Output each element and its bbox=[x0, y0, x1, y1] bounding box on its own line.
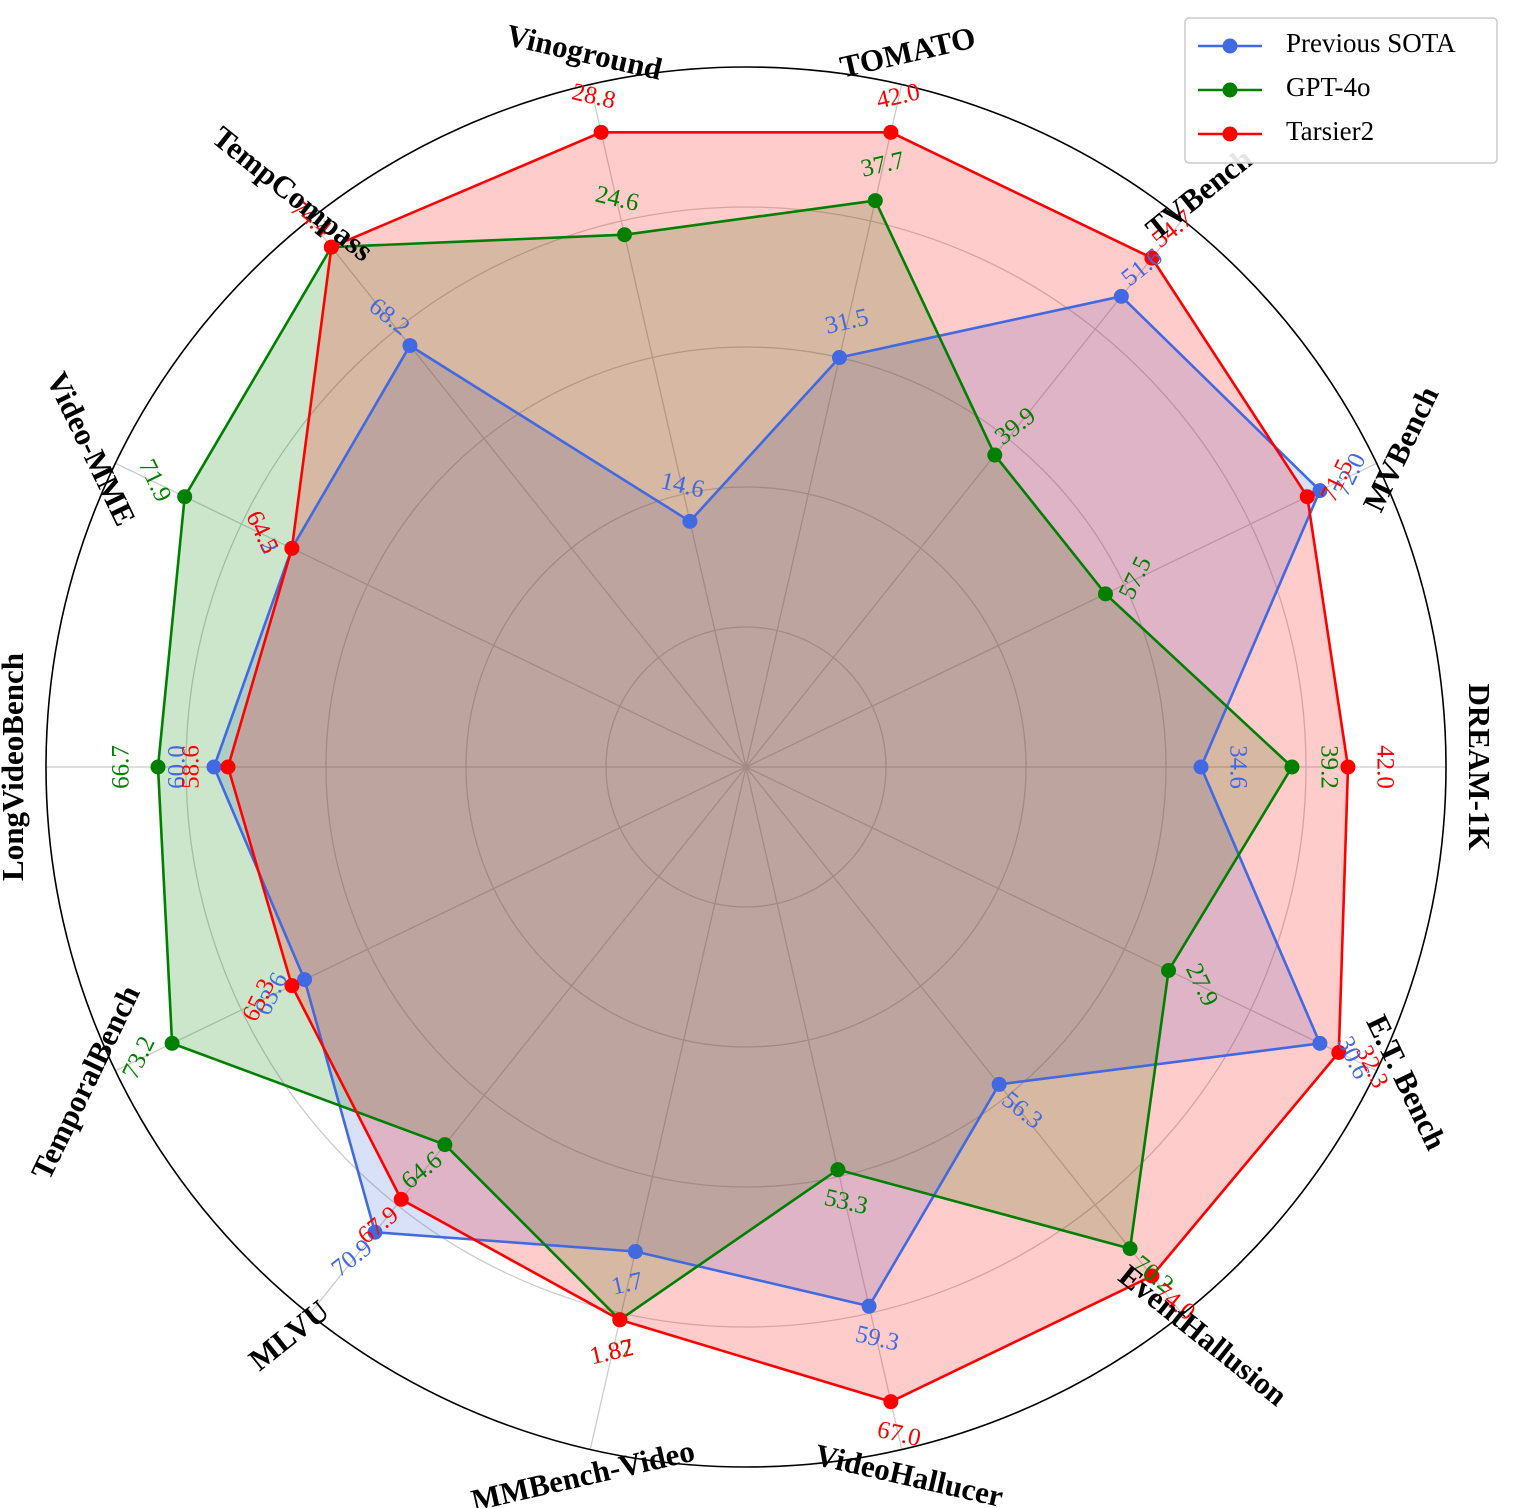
legend-label-tarsier2: Tarsier2 bbox=[1286, 116, 1374, 146]
data-point-tarsier2-temporalbench bbox=[284, 978, 300, 994]
grid-spoke-tempcompass bbox=[309, 219, 747, 768]
axis-label-mlvu: MLVU bbox=[242, 1293, 336, 1378]
value-label-previous-sota-dream-1k: 34.6 bbox=[1224, 745, 1251, 789]
data-point-previous-sota-e-t-bench bbox=[1312, 1035, 1328, 1051]
axis-label-mmbench-video: MMBench-Video bbox=[468, 1433, 698, 1508]
legend-box bbox=[1184, 17, 1498, 164]
data-point-previous-sota-mlvu bbox=[367, 1224, 383, 1240]
value-label-tarsier2-mmbench-video: 1.82 bbox=[587, 1334, 636, 1370]
series-fills bbox=[158, 132, 1348, 1402]
data-point-tarsier2-tomato bbox=[883, 124, 899, 140]
grid-spoke-eventhallusion bbox=[745, 766, 1183, 1315]
data-point-gpt-4o-dream-1k bbox=[1284, 759, 1300, 775]
grid-spoke-e-t-bench bbox=[745, 766, 1377, 1072]
value-label-gpt-4o-dream-1k: 39.2 bbox=[1315, 745, 1342, 789]
data-point-gpt-4o-mvbench bbox=[1097, 586, 1113, 602]
data-point-tarsier2-vinoground bbox=[593, 124, 609, 140]
data-point-previous-sota-tempcompass bbox=[402, 338, 418, 354]
data-point-previous-sota-mmbench-video bbox=[627, 1244, 643, 1260]
value-label-tarsier2-longvideobench: 58.6 bbox=[178, 745, 205, 789]
series-fill-previous-sota bbox=[214, 296, 1320, 1307]
value-label-tarsier2-tomato: 42.0 bbox=[874, 78, 923, 114]
axis-label-tempcompass: TempCompass bbox=[206, 119, 380, 268]
series-points bbox=[150, 124, 1356, 1410]
data-point-gpt-4o-tvbench bbox=[987, 447, 1003, 463]
axis-label-dream-1k: DREAM-1K bbox=[1462, 683, 1497, 850]
data-point-gpt-4o-mlvu bbox=[437, 1137, 453, 1153]
data-point-tarsier2-dream-1k bbox=[1340, 759, 1356, 775]
grid-spoke-tvbench bbox=[745, 219, 1183, 768]
value-label-gpt-4o-longvideobench: 66.7 bbox=[108, 745, 135, 789]
data-point-previous-sota-tvbench bbox=[1113, 288, 1129, 304]
data-point-previous-sota-dream-1k bbox=[1193, 759, 1209, 775]
data-point-previous-sota-tomato bbox=[831, 350, 847, 366]
data-point-gpt-4o-temporalbench bbox=[164, 1035, 180, 1051]
data-point-gpt-4o-eventhallusion bbox=[1122, 1241, 1138, 1257]
data-point-tarsier2-videohallucer bbox=[883, 1394, 899, 1410]
data-point-gpt-4o-vinoground bbox=[617, 227, 633, 243]
axis-label-video-mme: Video-MME bbox=[40, 366, 143, 531]
legend-label-previous-sota: Previous SOTA bbox=[1286, 28, 1456, 58]
data-point-gpt-4o-videohallucer bbox=[830, 1162, 846, 1178]
data-point-previous-sota-vinoground bbox=[682, 513, 698, 529]
axis-label-vinoground: Vinoground bbox=[503, 17, 665, 87]
grid-spoke-mvbench bbox=[745, 462, 1377, 768]
data-point-previous-sota-temporalbench bbox=[297, 972, 313, 988]
grid-spoke-video-mme bbox=[115, 462, 747, 768]
value-labels: 34.672.051.631.514.668.264.260.063.670.9… bbox=[108, 78, 1399, 1452]
outer-frame bbox=[45, 66, 1447, 1468]
series-fill-gpt-4o bbox=[158, 200, 1292, 1320]
value-label-tarsier2-dream-1k: 42.0 bbox=[1371, 745, 1398, 789]
value-label-tarsier2-videohallucer: 67.0 bbox=[875, 1416, 924, 1452]
data-point-gpt-4o-e-t-bench bbox=[1161, 962, 1177, 978]
legend-marker-gpt-4o bbox=[1222, 82, 1238, 98]
grid-spoke-videohallucer bbox=[745, 766, 903, 1450]
data-point-tarsier2-tempcompass bbox=[323, 239, 339, 255]
value-label-gpt-4o-video-mme: 71.9 bbox=[133, 455, 176, 506]
legend-label-gpt-4o: GPT-4o bbox=[1286, 72, 1371, 102]
data-point-tarsier2-tvbench bbox=[1144, 250, 1160, 266]
data-point-previous-sota-videohallucer bbox=[861, 1298, 877, 1314]
data-point-previous-sota-mvbench bbox=[1312, 483, 1328, 499]
axis-label-tomato: TOMATO bbox=[837, 20, 979, 85]
axis-label-eventhallusion: EventHallusion bbox=[1112, 1257, 1294, 1412]
grid-spoke-vinoground bbox=[589, 84, 747, 768]
grid-spoke-mmbench-video bbox=[589, 766, 747, 1450]
axis-label-longvideobench: LongVideoBench bbox=[0, 653, 30, 881]
data-point-tarsier2-mvbench bbox=[1299, 489, 1315, 505]
value-label-previous-sota-longvideobench: 60.0 bbox=[164, 745, 191, 789]
radar-grid bbox=[45, 66, 1447, 1468]
data-point-tarsier2-mmbench-video bbox=[612, 1312, 628, 1328]
data-point-tarsier2-e-t-bench bbox=[1331, 1044, 1347, 1060]
data-point-tarsier2-longvideobench bbox=[220, 759, 236, 775]
value-label-tarsier2-vinoground: 28.8 bbox=[569, 78, 618, 114]
data-point-gpt-4o-video-mme bbox=[177, 489, 193, 505]
series-fill-tarsier2 bbox=[228, 132, 1348, 1402]
grid-spoke-mlvu bbox=[309, 766, 747, 1315]
data-point-tarsier2-video-mme bbox=[284, 540, 300, 556]
data-point-tarsier2-mlvu bbox=[393, 1191, 409, 1207]
data-point-previous-sota-eventhallusion bbox=[991, 1076, 1007, 1092]
axis-label-temporalbench: TemporalBench bbox=[24, 980, 147, 1185]
data-point-gpt-4o-longvideobench bbox=[150, 759, 166, 775]
data-point-gpt-4o-tomato bbox=[867, 193, 883, 209]
legend: Previous SOTA GPT-4o Tarsier2 bbox=[1184, 17, 1498, 164]
data-point-previous-sota-longvideobench bbox=[206, 759, 222, 775]
grid-spoke-temporalbench bbox=[115, 766, 747, 1072]
data-point-tarsier2-eventhallusion bbox=[1144, 1268, 1160, 1284]
legend-marker-previous-sota bbox=[1222, 38, 1238, 54]
legend-marker-tarsier2 bbox=[1222, 126, 1238, 142]
